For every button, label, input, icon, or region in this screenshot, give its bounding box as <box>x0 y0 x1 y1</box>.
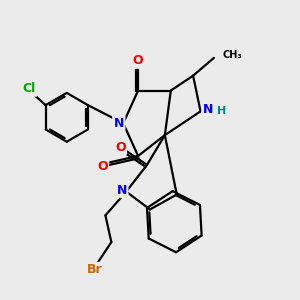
Text: N: N <box>203 103 213 116</box>
Text: CH₃: CH₃ <box>223 50 242 60</box>
Text: O: O <box>115 140 126 154</box>
Text: N: N <box>117 184 127 196</box>
Text: O: O <box>97 160 108 173</box>
Text: N: N <box>114 117 124 130</box>
Text: Cl: Cl <box>23 82 36 95</box>
Text: O: O <box>133 54 143 67</box>
Text: Br: Br <box>87 263 103 276</box>
Text: H: H <box>217 106 226 116</box>
